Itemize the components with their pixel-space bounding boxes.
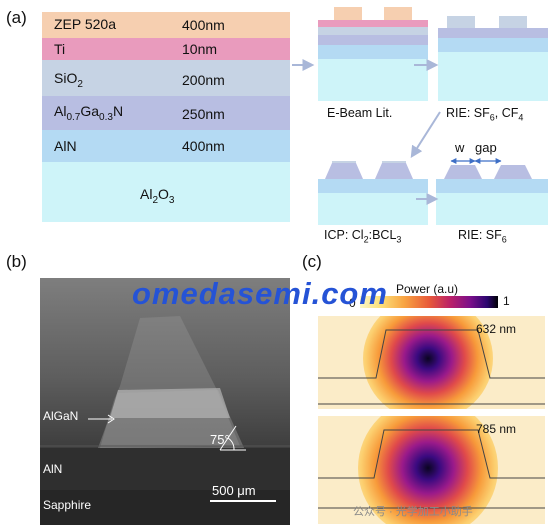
watermark: omedasemi.com (132, 276, 388, 311)
layer-sio2-name: SiO2 (54, 70, 83, 90)
sapphire-label: Sapphire (43, 498, 92, 512)
layer-ti-thickness: 10nm (182, 41, 218, 57)
arrow-rie1-to-icp (410, 111, 441, 159)
layer-zep-name: ZEP 520a (54, 16, 117, 32)
schematic-icp (318, 161, 428, 225)
process-schematics (292, 7, 548, 225)
layer-zep-thickness: 400nm (182, 17, 225, 33)
step-ebeam-caption: E-Beam Lit. (327, 106, 393, 120)
algan-label: AlGaN (43, 409, 79, 423)
layer-sio2: SiO2 200nm (42, 60, 290, 96)
step-rie1-caption: RIE: SF6, CF4 (446, 106, 524, 123)
layer-ti-name: Ti (54, 41, 66, 57)
colorbar-title: Power (a.u) (396, 282, 459, 296)
layer-ti: Ti 10nm (42, 38, 290, 60)
schematic-rie2 (436, 158, 548, 225)
scalebar-label: 500 μm (212, 483, 256, 498)
mode-785-label: 785 nm (476, 422, 517, 436)
dim-w-label: w (455, 140, 465, 155)
layer-sio2-thickness: 200nm (182, 72, 225, 88)
panel-a-label: (a) (6, 8, 27, 27)
schematic-rie1 (438, 16, 548, 101)
panel-c-label: (c) (302, 252, 322, 271)
layer-sapphire: Al2O3 (42, 162, 290, 222)
mode-632-label: 632 nm (476, 322, 517, 336)
watermark-wechat: 公众号 · 光学加工小助手 (353, 506, 473, 518)
layer-algan-name: Al0.7Ga0.3N (54, 103, 124, 123)
panel-b-label: (b) (6, 252, 27, 271)
layer-aln-name: AlN (54, 138, 77, 154)
colorbar-max: 1 (503, 294, 510, 308)
sem-image: AlGaN AlN Sapphire 75° 500 μm (40, 278, 290, 525)
step-icp-caption: ICP: Cl2:BCL3 (324, 228, 402, 245)
layer-aln: AlN 400nm (42, 130, 290, 162)
step-rie2-caption: RIE: SF6 (458, 228, 507, 245)
layer-algan-thickness: 250nm (182, 106, 225, 122)
mode-profile-632: 632 nm (318, 316, 545, 409)
layer-algan: Al0.7Ga0.3N 250nm (42, 96, 290, 130)
aln-label: AlN (43, 462, 63, 476)
dim-gap-label: gap (475, 140, 497, 155)
layer-sapphire-name: Al2O3 (140, 186, 175, 206)
layer-aln-thickness: 400nm (182, 138, 225, 154)
mode-profile-785: 785 nm (318, 416, 545, 524)
schematic-ebeam (318, 7, 428, 101)
angle-label: 75° (210, 432, 230, 447)
colorbar-min: 0 (349, 296, 356, 310)
layer-zep: ZEP 520a 400nm (42, 12, 290, 38)
colorbar (360, 296, 498, 308)
